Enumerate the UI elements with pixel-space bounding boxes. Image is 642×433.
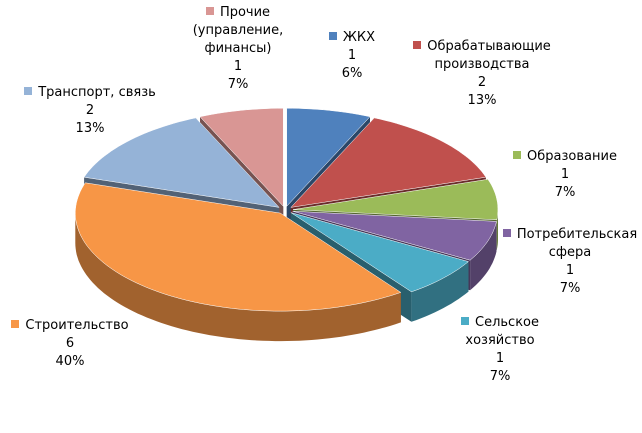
percent-label: 13% <box>75 121 105 136</box>
data-label: Строительство 6 40% <box>5 317 135 371</box>
slice-side <box>75 213 401 342</box>
value-label: 1 <box>233 59 243 74</box>
percent-label: 13% <box>467 93 497 108</box>
category-label: Сельское хозяйство <box>465 315 539 348</box>
category-label: Транспорт, связь <box>38 85 156 100</box>
legend-marker <box>205 7 214 15</box>
slice-side <box>496 209 498 250</box>
category-label: Строительство <box>25 318 129 333</box>
slice <box>83 117 280 208</box>
category-label: Образование <box>527 149 617 164</box>
value-label: 2 <box>477 75 487 90</box>
data-label: ЖКХ 1 6% <box>322 29 382 83</box>
percent-label: 7% <box>554 185 576 200</box>
data-label: Сельское хозяйство 1 7% <box>453 314 548 386</box>
value-label: 1 <box>495 351 505 366</box>
category-label: Прочие (управление, финансы) <box>192 5 284 56</box>
slice <box>75 182 402 312</box>
category-label: Обрабатывающие производства <box>427 39 551 72</box>
value-label: 6 <box>65 336 75 351</box>
slice <box>292 210 497 261</box>
percent-label: 7% <box>489 369 511 384</box>
data-label: Обрабатывающие производства 2 13% <box>407 38 557 110</box>
data-label: Прочие (управление, финансы) 1 7% <box>183 4 293 94</box>
percent-label: 7% <box>559 281 581 296</box>
value-label: 1 <box>565 263 575 278</box>
legend-marker <box>24 87 33 95</box>
category-label: ЖКХ <box>342 30 376 45</box>
slice <box>286 108 371 207</box>
slice <box>290 212 470 293</box>
data-label: Образование 1 7% <box>500 148 630 202</box>
data-label: Потребительская сфера 1 7% <box>500 226 640 298</box>
value-label: 1 <box>347 48 357 63</box>
percent-label: 6% <box>341 66 363 81</box>
legend-marker <box>328 32 337 40</box>
percent-label: 40% <box>55 354 85 369</box>
value-label: 1 <box>560 167 570 182</box>
slice-side <box>411 261 469 322</box>
value-label: 2 <box>85 103 95 118</box>
slice-side <box>470 221 497 291</box>
legend-marker <box>461 317 469 325</box>
legend-marker <box>11 320 20 328</box>
data-label: Транспорт, связь 2 13% <box>15 84 165 138</box>
slice <box>292 179 499 221</box>
legend-marker <box>513 151 522 159</box>
legend-marker <box>502 229 511 237</box>
slice <box>290 117 487 208</box>
legend-marker <box>413 41 422 49</box>
percent-label: 7% <box>227 77 249 92</box>
category-label: Потребительская сфера <box>516 227 638 260</box>
slice <box>199 108 284 207</box>
